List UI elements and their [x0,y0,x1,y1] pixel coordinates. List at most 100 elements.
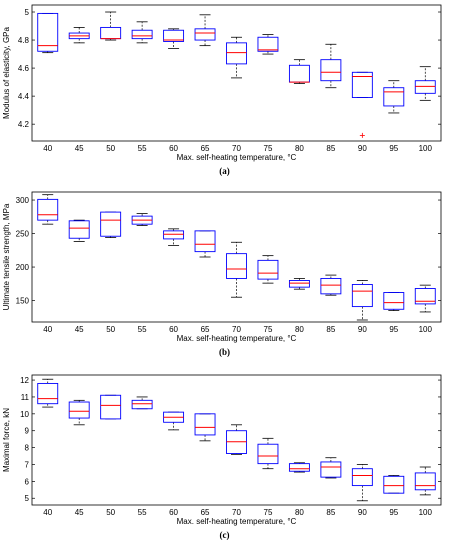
y-tick-label: 5 [25,494,30,503]
x-tick-label: 75 [264,144,273,153]
x-tick-label: 85 [326,508,335,517]
box-65 [194,413,216,442]
y-tick-label: 12 [20,376,29,385]
y-axis-label: Maximal force, kN [2,408,11,472]
y-tick-label: 11 [21,393,30,402]
x-tick-label: 70 [232,144,241,153]
y-tick-label: 7 [25,460,30,469]
box-70 [226,424,247,455]
box-55 [131,213,153,226]
box-100 [414,284,436,313]
y-tick-label: 5 [25,8,30,17]
y-tick-label: 9 [25,427,30,436]
panel-b: 150 200 250 300 40 45 50 55 60 65 70 75 80 85 90 95 100 M… [2,191,442,357]
iqr-box [226,253,247,279]
iqr-box [194,413,216,436]
y-tick-label: 6 [25,477,30,486]
box-90 [351,280,373,321]
panel-a: 4.2 4.4 4.6 4.8 5 40 45 50 55 60 65 70 75 80 85 90 95 100… [2,4,442,176]
box-55 [131,21,153,44]
y-tick-label: 250 [16,230,30,239]
y-tick-label: 4.8 [18,36,30,45]
x-tick-label: 95 [389,144,398,153]
x-tick-label: 50 [106,144,115,153]
box-45 [68,399,90,426]
x-tick-label: 100 [419,508,433,517]
outlier-marker [359,132,365,138]
box-95 [383,475,405,494]
x-tick-label: 85 [326,144,335,153]
box-90 [351,71,373,138]
box-45 [68,219,90,242]
x-tick-label: 70 [232,508,241,517]
x-tick-label: 45 [75,325,84,334]
iqr-box [131,399,153,410]
box-55 [131,396,153,410]
iqr-box [131,29,153,40]
x-tick-label: 90 [358,325,367,334]
iqr-box [68,220,90,239]
x-tick-label: 55 [138,508,147,517]
iqr-box [194,230,216,253]
iqr-box [414,472,436,491]
box-50 [100,211,122,238]
y-tick-label: 200 [16,263,30,272]
y-tick-label: 4.4 [18,92,30,101]
box-40 [37,12,59,54]
box-100 [414,466,436,496]
iqr-box [383,292,405,310]
x-tick-label: 70 [232,325,241,334]
x-tick-label: 40 [43,508,52,517]
panel-label: (c) [220,530,230,540]
x-tick-label: 55 [138,144,147,153]
x-tick-label: 80 [295,144,304,153]
iqr-box [351,284,373,308]
box-75 [257,255,279,284]
box-85 [320,457,342,479]
iqr-box [320,461,342,478]
y-tick-label: 150 [16,297,30,306]
iqr-box [257,443,279,465]
x-tick-label: 75 [264,508,273,517]
x-tick-label: 45 [75,144,84,153]
x-tick-label: 50 [106,508,115,517]
box-50 [100,11,122,41]
x-tick-label: 90 [358,508,367,517]
x-tick-label: 65 [201,325,210,334]
iqr-box [68,401,90,419]
box-80 [288,462,310,473]
iqr-box [351,71,373,98]
y-axis-label: Modulus of elasticity, GPa [2,27,11,119]
x-axis-label: Max. self-heating temperature, °C [177,153,297,162]
iqr-box [257,259,279,280]
box-65 [194,14,216,47]
x-tick-label: 85 [326,325,335,334]
iqr-box [37,12,59,52]
y-axis-label: Ultimate tensile strength, MPa [2,203,11,310]
iqr-box [383,87,405,107]
y-tick-label: 4.2 [18,120,30,129]
x-tick-label: 60 [169,144,178,153]
box-60 [163,411,185,431]
x-tick-label: 55 [138,325,147,334]
panel-label: (a) [219,166,230,176]
box-70 [226,241,247,298]
x-tick-label: 40 [43,325,52,334]
x-tick-label: 65 [201,508,210,517]
box-40 [37,194,59,225]
iqr-box [37,198,59,221]
box-80 [288,278,310,290]
iqr-box [37,382,59,405]
iqr-box [288,463,310,472]
iqr-box [163,29,185,42]
box-100 [414,66,436,101]
iqr-box [100,394,122,420]
box-45 [68,27,90,44]
x-tick-label: 95 [389,325,398,334]
x-tick-label: 60 [169,325,178,334]
x-tick-label: 60 [169,508,178,517]
iqr-box [320,277,342,295]
x-tick-label: 75 [264,325,273,334]
iqr-box [288,280,310,288]
